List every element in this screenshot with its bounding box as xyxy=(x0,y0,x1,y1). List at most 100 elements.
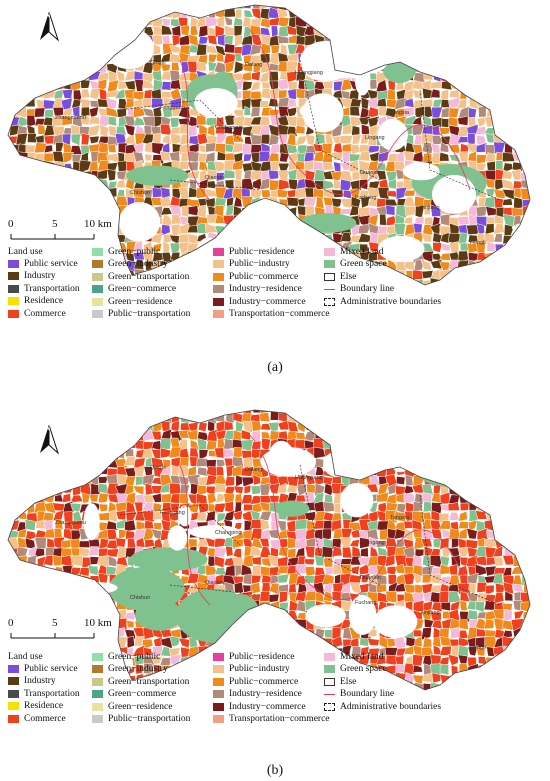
land-parcel xyxy=(519,151,530,162)
land-parcel xyxy=(540,422,550,431)
land-parcel xyxy=(430,458,442,470)
land-parcel xyxy=(71,187,83,198)
land-parcel xyxy=(541,43,550,55)
land-parcel xyxy=(52,502,65,512)
land-parcel xyxy=(71,24,84,38)
land-parcel xyxy=(439,414,452,423)
land-parcel xyxy=(8,574,9,585)
land-parcel xyxy=(259,71,270,83)
land-parcel xyxy=(0,627,8,638)
land-parcel xyxy=(322,501,335,513)
place-label: Changping xyxy=(215,125,242,131)
land-parcel xyxy=(385,411,399,424)
land-parcel xyxy=(9,484,18,496)
land-parcel xyxy=(35,134,45,144)
land-parcel xyxy=(267,421,279,432)
land-parcel xyxy=(286,537,297,549)
land-parcel xyxy=(414,216,425,225)
land-parcel xyxy=(502,501,515,512)
land-parcel xyxy=(126,635,135,649)
land-parcel xyxy=(214,502,227,513)
land-parcel xyxy=(16,467,29,475)
land-parcel xyxy=(98,16,111,27)
place-label: Chishun xyxy=(130,595,151,601)
land-parcel xyxy=(8,26,11,36)
land-parcel xyxy=(539,466,550,476)
land-parcel xyxy=(325,411,333,423)
land-parcel xyxy=(511,116,524,128)
land-parcel xyxy=(8,87,10,102)
land-parcel xyxy=(88,207,99,217)
land-parcel xyxy=(51,474,65,487)
land-parcel xyxy=(432,241,443,253)
land-parcel xyxy=(322,161,334,171)
land-parcel xyxy=(215,492,226,504)
land-parcel xyxy=(520,512,530,520)
land-parcel xyxy=(178,637,191,649)
land-parcel xyxy=(305,636,317,647)
land-parcel xyxy=(451,73,460,82)
land-parcel xyxy=(196,511,207,522)
legend-label: Industry xyxy=(24,676,56,687)
land-parcel xyxy=(376,410,387,425)
land-parcel xyxy=(484,446,495,459)
land-parcel xyxy=(439,252,451,261)
land-parcel xyxy=(466,411,479,423)
scale-label-0: 0 xyxy=(8,218,14,230)
legend-label: Public−commerce xyxy=(229,676,299,687)
land-parcel xyxy=(52,467,63,478)
land-parcel xyxy=(440,430,449,440)
land-parcel xyxy=(367,25,380,37)
legend-label: Transportation xyxy=(24,283,80,294)
land-parcel xyxy=(539,106,550,117)
land-parcel xyxy=(125,395,136,404)
land-parcel xyxy=(340,410,353,415)
land-parcel xyxy=(160,410,172,413)
land-parcel xyxy=(540,432,547,441)
land-parcel xyxy=(224,223,235,237)
land-parcel xyxy=(540,180,549,191)
land-parcel xyxy=(422,35,433,46)
land-parcel xyxy=(430,42,441,56)
land-parcel xyxy=(53,528,63,540)
legend-swatch xyxy=(213,285,224,294)
land-parcel xyxy=(511,457,525,469)
land-parcel xyxy=(26,573,37,585)
scale-label-5: 5 xyxy=(52,218,58,230)
land-parcel xyxy=(412,465,425,475)
land-parcel xyxy=(8,172,10,182)
land-parcel xyxy=(504,411,516,422)
land-parcel xyxy=(414,428,425,442)
legend-swatch xyxy=(92,272,103,281)
land-parcel xyxy=(8,187,19,200)
legend-item: Boundary line xyxy=(324,283,441,295)
land-parcel xyxy=(475,555,489,567)
land-parcel xyxy=(62,591,73,603)
land-parcel xyxy=(538,602,550,613)
land-parcel xyxy=(367,446,381,459)
land-parcel xyxy=(406,395,416,406)
land-parcel xyxy=(504,396,512,405)
legend-swatch xyxy=(213,690,224,699)
land-parcel xyxy=(456,71,469,82)
land-parcel xyxy=(8,420,12,431)
land-parcel xyxy=(379,213,388,226)
land-parcel xyxy=(224,396,233,405)
land-parcel xyxy=(485,493,498,506)
land-parcel xyxy=(231,410,244,413)
land-parcel xyxy=(332,36,344,47)
land-parcel xyxy=(161,81,173,91)
legend-item: Green−industry xyxy=(92,258,190,270)
land-parcel xyxy=(510,123,522,138)
land-parcel xyxy=(520,79,530,90)
land-parcel xyxy=(179,160,189,170)
land-parcel xyxy=(501,520,514,531)
land-parcel xyxy=(0,71,7,81)
land-parcel xyxy=(8,5,20,12)
land-parcel xyxy=(439,141,450,153)
land-parcel xyxy=(322,476,333,486)
land-parcel xyxy=(532,565,540,576)
land-parcel xyxy=(89,575,100,586)
land-parcel xyxy=(431,448,442,459)
land-parcel xyxy=(331,419,342,433)
